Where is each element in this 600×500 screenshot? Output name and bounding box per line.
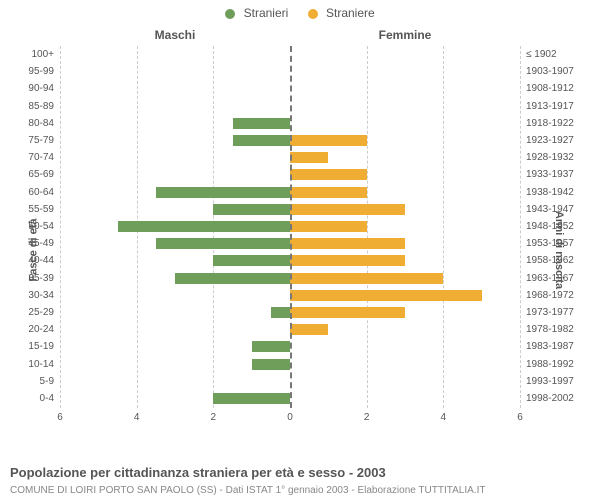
age-label: 40-44 (4, 252, 54, 269)
bar-female (290, 238, 405, 249)
bar-female (290, 152, 328, 163)
header-row: Maschi Femmine (60, 28, 520, 46)
bar-male (156, 238, 290, 249)
xtick-label: 0 (287, 412, 293, 423)
bar-male (252, 341, 290, 352)
age-label: 95-99 (4, 63, 54, 80)
age-label: 65-69 (4, 166, 54, 183)
age-label: 55-59 (4, 201, 54, 218)
age-label: 75-79 (4, 132, 54, 149)
legend: Stranieri Straniere (0, 6, 600, 20)
age-label: 60-64 (4, 184, 54, 201)
plot: 100+≤ 190295-991903-190790-941908-191285… (60, 46, 520, 408)
birth-year-label: 1998-2002 (526, 390, 586, 407)
birth-year-label: 1978-1982 (526, 321, 586, 338)
bar-female (290, 255, 405, 266)
age-label: 35-39 (4, 270, 54, 287)
birth-year-label: 1943-1947 (526, 201, 586, 218)
age-label: 90-94 (4, 80, 54, 97)
birth-year-label: 1938-1942 (526, 184, 586, 201)
bar-male (175, 273, 290, 284)
age-label: 50-54 (4, 218, 54, 235)
center-line (290, 46, 292, 408)
bar-male (271, 307, 290, 318)
age-label: 70-74 (4, 149, 54, 166)
legend-swatch-male (225, 9, 235, 19)
birth-year-label: 1903-1907 (526, 63, 586, 80)
legend-label-female: Straniere (326, 6, 375, 20)
header-right: Femmine (290, 28, 520, 42)
age-label: 0-4 (4, 390, 54, 407)
age-label: 45-49 (4, 235, 54, 252)
legend-item-female: Straniere (308, 6, 375, 20)
birth-year-label: 1948-1952 (526, 218, 586, 235)
xtick-label: 4 (441, 412, 447, 423)
birth-year-label: 1908-1912 (526, 80, 586, 97)
birth-year-label: 1963-1967 (526, 270, 586, 287)
birth-year-label: 1958-1962 (526, 252, 586, 269)
birth-year-label: 1928-1932 (526, 149, 586, 166)
xtick-label: 2 (211, 412, 217, 423)
bar-male (156, 187, 290, 198)
birth-year-label: 1913-1917 (526, 98, 586, 115)
age-label: 15-19 (4, 338, 54, 355)
xtick-label: 4 (134, 412, 140, 423)
birth-year-label: 1968-1972 (526, 287, 586, 304)
bar-female (290, 135, 367, 146)
bar-female (290, 290, 482, 301)
birth-year-label: 1988-1992 (526, 356, 586, 373)
age-label: 30-34 (4, 287, 54, 304)
chart-container: Stranieri Straniere Fasce di età Anni di… (0, 0, 600, 500)
bar-male (213, 204, 290, 215)
bar-male (213, 255, 290, 266)
xtick-label: 6 (57, 412, 63, 423)
xtick-label: 2 (364, 412, 370, 423)
legend-swatch-female (308, 9, 318, 19)
x-axis: 6 4 2 0 2 4 6 (60, 412, 520, 432)
header-left: Maschi (60, 28, 290, 42)
age-label: 20-24 (4, 321, 54, 338)
birth-year-label: 1973-1977 (526, 304, 586, 321)
gridline (520, 46, 521, 408)
birth-year-label: ≤ 1902 (526, 46, 586, 63)
bar-male (233, 135, 291, 146)
bar-male (252, 359, 290, 370)
age-label: 100+ (4, 46, 54, 63)
legend-label-male: Stranieri (244, 6, 289, 20)
bar-male (233, 118, 291, 129)
legend-item-male: Stranieri (225, 6, 288, 20)
bar-female (290, 187, 367, 198)
birth-year-label: 1993-1997 (526, 373, 586, 390)
bar-female (290, 307, 405, 318)
bar-female (290, 204, 405, 215)
age-label: 85-89 (4, 98, 54, 115)
age-label: 5-9 (4, 373, 54, 390)
birth-year-label: 1953-1957 (526, 235, 586, 252)
xtick-label: 6 (517, 412, 523, 423)
chart-area: Maschi Femmine 100+≤ 190295-991903-19079… (60, 28, 520, 438)
bar-female (290, 273, 443, 284)
bar-female (290, 324, 328, 335)
footer-title: Popolazione per cittadinanza straniera p… (10, 465, 386, 480)
bar-male (118, 221, 291, 232)
age-label: 80-84 (4, 115, 54, 132)
age-label: 10-14 (4, 356, 54, 373)
birth-year-label: 1983-1987 (526, 338, 586, 355)
footer-subtitle: COMUNE DI LOIRI PORTO SAN PAOLO (SS) - D… (10, 485, 485, 496)
bar-male (213, 393, 290, 404)
birth-year-label: 1918-1922 (526, 115, 586, 132)
birth-year-label: 1933-1937 (526, 166, 586, 183)
age-label: 25-29 (4, 304, 54, 321)
birth-year-label: 1923-1927 (526, 132, 586, 149)
bar-female (290, 221, 367, 232)
bar-female (290, 169, 367, 180)
